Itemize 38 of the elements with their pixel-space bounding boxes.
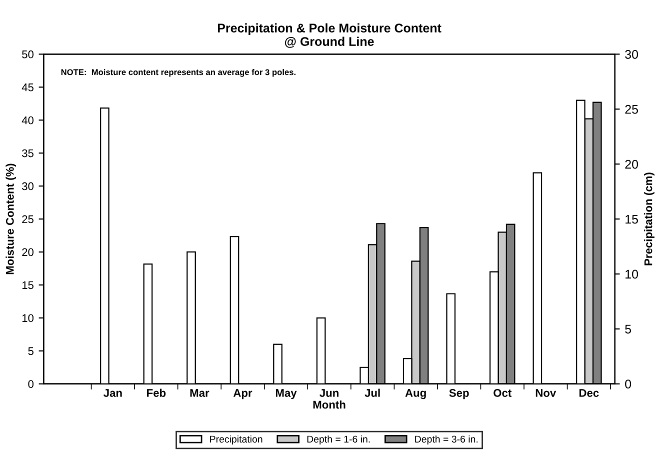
y2-tick-label: 0 [625,380,632,389]
legend-label: Depth = 3-6 in. [415,435,478,445]
legend-label: Depth = 1-6 in. [307,435,370,445]
x-tick-label: Oct [494,389,512,397]
x-tick-label: Jul [364,388,380,397]
x-tick-label: Feb [147,388,166,397]
y-tick-label: 45 [22,84,34,92]
x-tick-label: Dec [579,389,599,397]
chart-title: Precipitation & Pole Moisture Content @ Ground Line [218,23,442,48]
x-tick-label: Aug [405,389,426,400]
y2-tick-label: 10 [626,270,638,279]
x-tick-label: May [276,389,297,400]
y-tick-label: 50 [22,50,34,58]
x-tick-label: Jun [320,389,338,397]
y-tick-label: 30 [22,182,34,190]
y2-tick-label: 20 [625,160,638,169]
legend-label: Precipitation [210,435,262,445]
annotation: NOTE: Moisture content represents an average for 3 poles. [61,69,296,77]
y-tick-label: 35 [22,149,34,158]
y-tick-label: 15 [22,281,34,290]
y-tick-label: 40 [22,116,34,124]
y2-tick-label: 15 [626,214,638,224]
x-tick-label: Nov [536,389,556,397]
y-tick-label: 25 [22,215,34,224]
y-tick-label: 10 [22,314,34,322]
y-tick-label: 20 [22,248,34,256]
x-tick-label: Jan [104,389,122,397]
x-axis-title: Month [313,400,346,409]
y-axis-title: Moisture Content (%) [6,164,16,274]
y2-axis-title: Precipitation (cm) [644,172,654,266]
y2-tick-label: 30 [625,50,638,59]
y2-tick-label: 5 [625,324,632,334]
y-tick-label: 5 [28,347,34,356]
y2-tick-label: 25 [625,104,638,114]
x-tick-label: Apr [233,389,252,400]
x-tick-label: Sep [449,389,469,400]
y-tick-label: 0 [28,380,34,388]
x-tick-label: Mar [190,389,210,397]
